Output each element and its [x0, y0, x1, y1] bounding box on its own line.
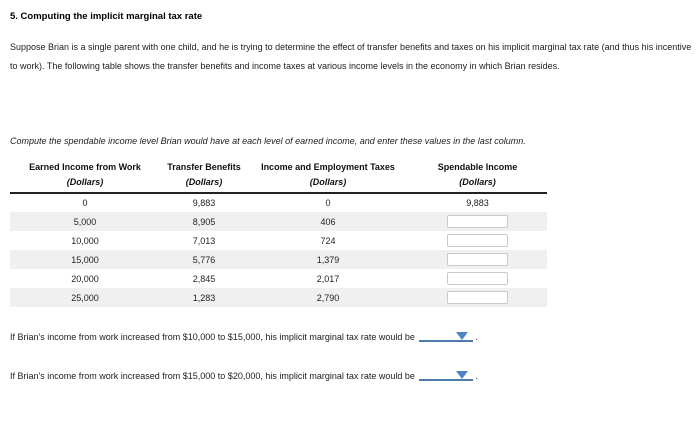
question-sentence-1: If Brian's income from work increased fr…	[10, 332, 700, 342]
tax-rate-dropdown-1[interactable]	[418, 332, 473, 342]
table-row: 10,000 7,013 724	[10, 231, 547, 250]
question-text: If Brian's income from work increased fr…	[10, 371, 415, 381]
table-row: 0 9,883 0 9,883	[10, 193, 547, 212]
spendable-income-cell	[408, 288, 547, 307]
instruction-text: Compute the spendable income level Brian…	[10, 136, 526, 146]
earned-income-cell: 15,000	[71, 254, 99, 265]
spendable-income-cell	[408, 250, 547, 269]
spendable-income-input[interactable]	[447, 291, 508, 304]
header-label: Earned Income from Work	[29, 162, 141, 172]
spendable-income-input[interactable]	[447, 215, 508, 228]
transfer-benefits-cell: 9,883	[192, 198, 216, 208]
spendable-income-cell	[408, 269, 547, 288]
question-period: .	[475, 371, 478, 381]
taxes-cell: 2,790	[316, 292, 340, 303]
header-sublabel: (Dollars)	[309, 177, 347, 187]
question-sentence-2: If Brian's income from work increased fr…	[10, 371, 700, 381]
page-title: 5. Computing the implicit marginal tax r…	[10, 11, 203, 22]
earned-income-cell: 10,000	[71, 235, 99, 246]
table-row: 20,000 2,845 2,017	[10, 269, 547, 288]
spendable-income-input[interactable]	[447, 272, 508, 285]
spendable-income-cell: 9,883	[466, 198, 489, 208]
question-text: If Brian's income from work increased fr…	[10, 332, 415, 342]
column-header-transfer-benefits: Transfer Benefits (Dollars)	[160, 160, 248, 194]
header-label: Spendable Income	[437, 162, 518, 172]
question-period: .	[475, 332, 478, 342]
header-sublabel: (Dollars)	[459, 177, 496, 187]
header-sublabel: (Dollars)	[185, 177, 223, 187]
table-row: 25,000 1,283 2,790	[10, 288, 547, 307]
chevron-down-icon	[455, 371, 468, 379]
column-header-taxes: Income and Employment Taxes (Dollars)	[248, 160, 408, 194]
spendable-income-input[interactable]	[447, 234, 508, 247]
intro-paragraph: Suppose Brian is a single parent with on…	[10, 42, 692, 71]
tax-rate-dropdown-2[interactable]	[418, 371, 473, 381]
spendable-income-input[interactable]	[447, 253, 508, 266]
chevron-down-icon	[455, 332, 468, 340]
benefits-tax-table: Earned Income from Work (Dollars) Transf…	[10, 160, 547, 307]
earned-income-cell: 25,000	[71, 292, 99, 303]
taxes-cell: 0	[325, 198, 331, 208]
column-header-spendable-income: Spendable Income (Dollars)	[408, 160, 547, 194]
transfer-benefits-cell: 7,013	[192, 235, 216, 246]
column-header-earned-income: Earned Income from Work (Dollars)	[10, 160, 160, 194]
header-label: Transfer Benefits	[167, 162, 241, 172]
transfer-benefits-cell: 2,845	[192, 273, 216, 284]
table-body: 0 9,883 0 9,883 5,000 8,905 406 10,000 7,013 724 1…	[10, 193, 547, 307]
transfer-benefits-cell: 5,776	[192, 254, 216, 265]
table-header: Earned Income from Work (Dollars) Transf…	[10, 160, 547, 194]
spendable-income-cell	[408, 212, 547, 231]
table-row: 5,000 8,905 406	[10, 212, 547, 231]
spendable-income-cell	[408, 231, 547, 250]
taxes-cell: 724	[320, 235, 336, 246]
earned-income-cell: 0	[82, 198, 88, 208]
transfer-benefits-cell: 8,905	[192, 216, 216, 227]
header-label: Income and Employment Taxes	[261, 162, 395, 172]
exercise-panel: 5. Computing the implicit marginal tax r…	[10, 11, 692, 381]
taxes-cell: 1,379	[316, 254, 340, 265]
taxes-cell: 2,017	[316, 273, 340, 284]
transfer-benefits-cell: 1,283	[192, 292, 216, 303]
earned-income-cell: 20,000	[71, 273, 99, 284]
header-sublabel: (Dollars)	[66, 177, 104, 187]
earned-income-cell: 5,000	[73, 216, 97, 227]
table-row: 15,000 5,776 1,379	[10, 250, 547, 269]
taxes-cell: 406	[320, 216, 336, 227]
